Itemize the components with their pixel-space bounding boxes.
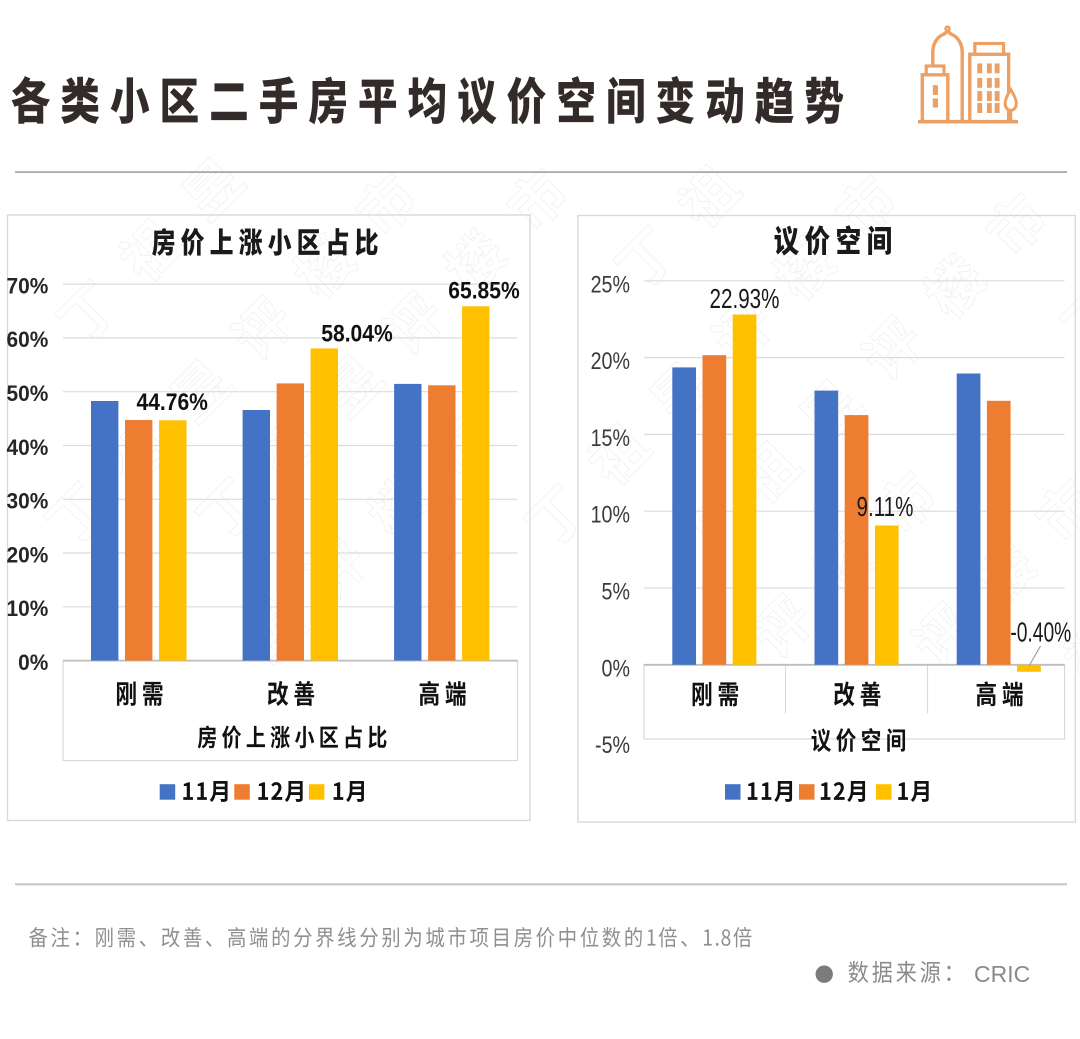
svg-text:60%: 60%	[6, 328, 48, 353]
svg-text:0%: 0%	[602, 654, 630, 681]
svg-text:5%: 5%	[602, 578, 630, 605]
svg-text:70%: 70%	[6, 274, 48, 299]
svg-text:CRIC: CRIC	[974, 961, 1030, 987]
svg-text:15%: 15%	[591, 424, 630, 451]
svg-text:58.04%: 58.04%	[321, 319, 392, 347]
svg-text:10%: 10%	[6, 597, 48, 622]
svg-text:0%: 0%	[18, 650, 48, 675]
svg-text:20%: 20%	[6, 543, 48, 568]
svg-text:22.93%: 22.93%	[710, 284, 780, 315]
svg-text:9.11%: 9.11%	[857, 492, 914, 523]
svg-text:44.76%: 44.76%	[136, 387, 207, 415]
svg-text:-5%: -5%	[595, 731, 630, 758]
svg-text:50%: 50%	[6, 382, 48, 407]
svg-text:65.85%: 65.85%	[448, 276, 519, 304]
svg-text:40%: 40%	[6, 435, 48, 460]
svg-text:-0.40%: -0.40%	[1010, 618, 1071, 648]
svg-text:20%: 20%	[591, 347, 630, 374]
svg-text:25%: 25%	[591, 270, 630, 297]
svg-text:30%: 30%	[6, 489, 48, 514]
svg-text:10%: 10%	[591, 501, 630, 528]
